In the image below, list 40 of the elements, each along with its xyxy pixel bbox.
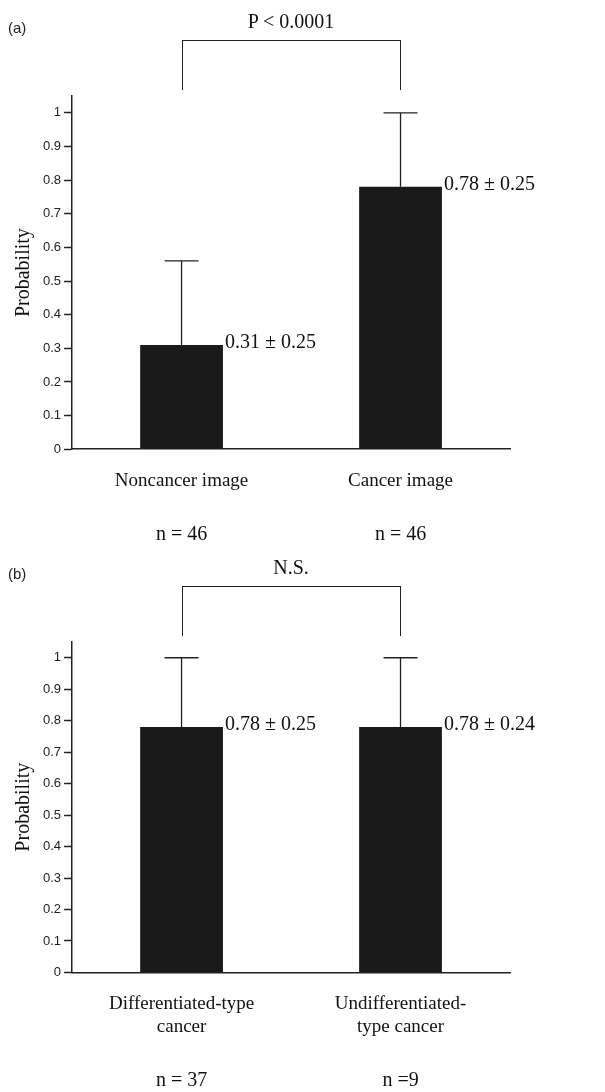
y-tick-label: 0.9 <box>42 680 62 696</box>
chart-title: (a) <box>8 19 27 37</box>
y-tick-label: 0.6 <box>42 238 62 254</box>
y-tick-label: 0.5 <box>42 272 62 288</box>
y-tick-label: 1 <box>53 104 62 120</box>
y-tick-label: 0.8 <box>42 171 62 187</box>
y-tick-label: 0.2 <box>42 901 62 917</box>
y-tick-label: 0.1 <box>42 932 62 948</box>
chart-title: (b) <box>8 565 27 583</box>
x-tick-label: Differentiated-type cancer <box>108 991 255 1036</box>
text: N.S. <box>273 556 309 578</box>
text: n = 46 <box>155 522 208 544</box>
annotation: 0.78 ± 0.24 <box>443 712 535 735</box>
x-tick-label: Undifferentiated-type cancer <box>334 991 467 1036</box>
text: n =9 <box>382 1068 419 1090</box>
y-tick-label: 0 <box>53 440 62 456</box>
text: n = 37 <box>155 1068 208 1090</box>
y-tick-label: 0.4 <box>42 306 62 322</box>
x-tick-label: Noncancer image <box>114 468 249 490</box>
y-tick-label: 0.1 <box>42 407 62 423</box>
annotation: 0.31 ± 0.25 <box>224 330 316 353</box>
x-tick-label: Cancer image <box>348 468 454 490</box>
y-tick-label: 0.2 <box>42 373 62 389</box>
text: n = 46 <box>374 522 427 544</box>
y-tick-label: 0.7 <box>42 743 62 759</box>
y-axis-title: Probability <box>11 762 35 852</box>
y-tick-label: 0.4 <box>42 838 62 854</box>
y-tick-label: 0.3 <box>42 869 62 885</box>
y-tick-label: 0 <box>53 963 62 979</box>
y-tick-label: 1 <box>53 649 62 665</box>
y-tick-label: 0.7 <box>42 205 62 221</box>
y-tick-label: 0.3 <box>42 339 62 355</box>
y-tick-label: 0.6 <box>42 775 62 791</box>
y-axis-title: Probability <box>11 228 35 318</box>
y-tick-label: 0.8 <box>42 712 62 728</box>
annotation: 0.78 ± 0.25 <box>224 712 316 735</box>
y-tick-label: 0.5 <box>42 806 62 822</box>
y-tick-label: 0.9 <box>42 138 62 154</box>
text: P < 0.0001 <box>247 10 335 32</box>
annotation: 0.78 ± 0.25 <box>443 172 535 195</box>
